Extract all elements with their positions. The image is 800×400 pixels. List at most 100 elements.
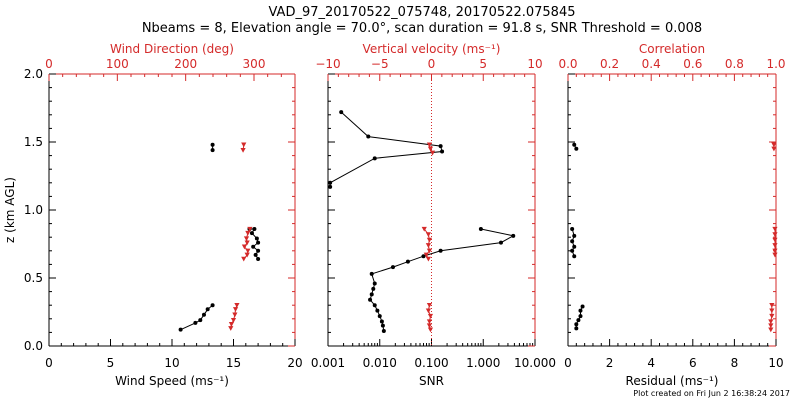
data-point-primary (511, 233, 516, 238)
top-axis-label: Vertical velocity (ms⁻¹) (363, 42, 501, 56)
data-point-primary (438, 144, 443, 149)
top-axis-label: Wind Direction (deg) (110, 42, 234, 56)
data-point-secondary (769, 303, 775, 308)
data-point-primary (572, 142, 577, 147)
data-point-secondary (425, 232, 431, 238)
series-line-primary (329, 111, 443, 187)
data-point-primary (438, 248, 443, 253)
y-tick-label: 2.0 (24, 67, 43, 81)
x-axis-label: SNR (419, 374, 444, 388)
data-point-primary (578, 314, 583, 319)
data-point-secondary (240, 147, 246, 153)
data-point-secondary (232, 307, 239, 312)
data-point-secondary (241, 256, 247, 262)
data-point-secondary (768, 327, 774, 333)
y-tick-label: 0.5 (24, 271, 43, 285)
data-point-secondary (427, 327, 434, 333)
data-point-primary (574, 322, 579, 327)
data-point-primary (256, 240, 261, 245)
data-point-primary (193, 320, 198, 325)
data-point-primary (440, 149, 445, 154)
top-tick-label: 0.8 (725, 57, 744, 71)
top-tick-label: 0 (45, 57, 53, 71)
data-point-primary (256, 248, 261, 253)
data-point-secondary (245, 230, 251, 236)
data-point-secondary (426, 142, 433, 148)
x-tick-label: 2 (606, 356, 614, 370)
top-tick-label: 0.6 (683, 57, 702, 71)
data-point-primary (478, 227, 483, 232)
data-point-primary (576, 318, 581, 323)
top-tick-label: 1.0 (766, 57, 785, 71)
x-tick-label: 0.001 (311, 356, 345, 370)
x-tick-label: 10 (164, 356, 179, 370)
data-point-primary (210, 148, 215, 153)
data-point-primary (254, 236, 259, 241)
data-point-secondary (425, 308, 431, 314)
data-point-secondary (241, 142, 247, 148)
data-point-secondary (241, 244, 248, 250)
data-point-primary (368, 297, 373, 302)
data-point-primary (380, 323, 385, 328)
x-tick-label: 4 (647, 356, 655, 370)
data-point-primary (256, 256, 261, 261)
x-tick-label: 10 (768, 356, 783, 370)
data-point-primary (377, 314, 382, 319)
data-point-primary (578, 308, 583, 313)
data-point-primary (178, 327, 183, 332)
x-tick-label: 20 (287, 356, 302, 370)
data-point-primary (372, 156, 377, 161)
top-tick-label: 0.0 (558, 57, 577, 71)
data-point-primary (328, 184, 333, 189)
data-point-secondary (772, 243, 778, 248)
data-point-primary (369, 271, 374, 276)
figure-subtitle: Nbeams = 8, Elevation angle = 70.0°, sca… (142, 21, 702, 36)
top-tick-label: 100 (106, 57, 129, 71)
top-tick-label: 10 (527, 57, 542, 71)
data-point-secondary (429, 150, 436, 156)
data-point-primary (390, 265, 395, 270)
y-axis-label: z (km AGL) (3, 177, 17, 243)
data-point-secondary (243, 236, 250, 242)
data-point-secondary (768, 319, 774, 325)
data-point-primary (574, 146, 579, 151)
series-line-primary (369, 228, 515, 332)
data-point-primary (572, 233, 577, 238)
top-tick-label: 0.4 (642, 57, 661, 71)
plot-footer: Plot created on Fri Jun 2 16:38:24 2017 (633, 389, 790, 398)
top-tick-label: 300 (243, 57, 266, 71)
panel-wind: 0.0 0.5 1.0 1.5 2.0 z (km AGL) 0 5 10 15 20 Wind Sp… (3, 42, 303, 388)
x-tick-label: 0.100 (414, 356, 448, 370)
top-axis-label: Correlation (639, 42, 705, 56)
x-tick-label: 5 (107, 356, 115, 370)
panel-residual: 0 2 4 6 8 10 Residual (ms⁻¹) 0.0 0.2 0.4 0.6 0.8 1.0… (558, 42, 785, 388)
data-point-secondary (426, 237, 433, 243)
top-tick-label: −10 (315, 57, 340, 71)
data-point-primary (574, 326, 579, 331)
data-point-secondary (769, 308, 775, 314)
data-point-secondary (426, 303, 433, 308)
data-point-primary (253, 252, 258, 257)
data-point-primary (366, 134, 371, 139)
data-point-secondary (228, 322, 235, 327)
data-point-secondary (421, 226, 427, 232)
data-point-primary (210, 303, 215, 308)
x-tick-label: 15 (226, 356, 241, 370)
x-tick-label: 0.010 (363, 356, 397, 370)
data-point-secondary (772, 248, 778, 254)
data-point-primary (572, 254, 577, 259)
data-point-primary (570, 227, 575, 232)
data-point-primary (198, 318, 203, 323)
data-point-secondary (425, 256, 431, 262)
y-tick-label: 1.5 (24, 135, 43, 149)
x-tick-label: 8 (731, 356, 739, 370)
top-tick-label: 0.2 (600, 57, 619, 71)
panel-vertical: 0.001 0.010 0.100 1.000 10.000 SNR −10 −5 0 5 10 Ve… (311, 42, 556, 388)
data-point-primary (381, 329, 386, 334)
data-point-secondary (771, 142, 777, 148)
data-point-primary (375, 308, 380, 313)
data-point-secondary (769, 313, 775, 319)
data-point-secondary (771, 146, 777, 152)
data-point-primary (371, 286, 376, 291)
